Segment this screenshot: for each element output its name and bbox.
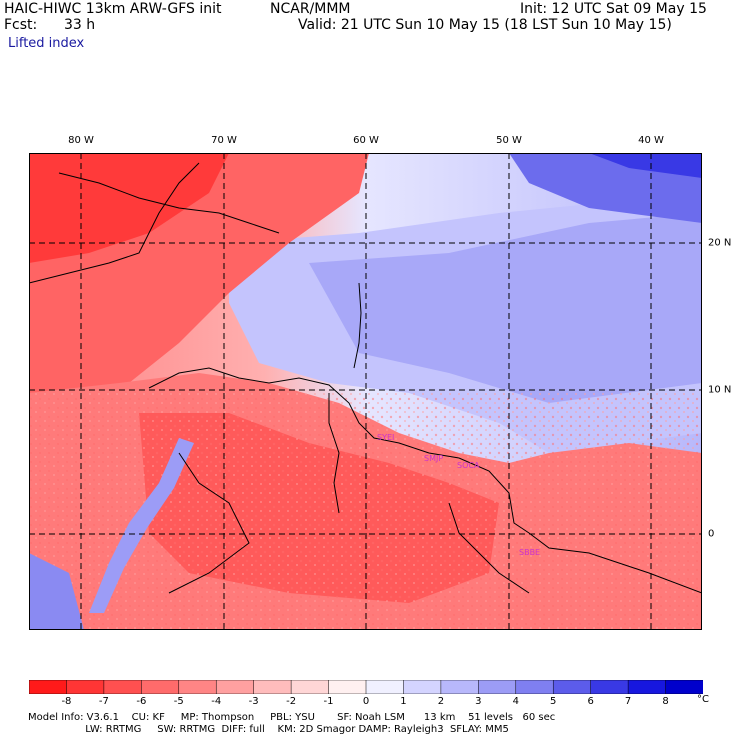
color-bar-swatch: [403, 680, 442, 694]
color-bar-swatch: [478, 680, 517, 694]
color-bar-swatch: [290, 680, 330, 694]
color-bar-label: 2: [437, 696, 445, 707]
color-bar-swatch: [665, 680, 703, 694]
lon-label-80w: 80 W: [68, 135, 94, 146]
color-bar-swatch: [141, 680, 180, 694]
coastlines: [29, 162, 702, 594]
color-bar-label: -8: [61, 696, 72, 707]
color-bar-label: 6: [587, 696, 594, 707]
station-label-smjp: SMJP: [424, 454, 443, 463]
lat-label-20n: 20 N: [708, 237, 732, 249]
color-bar-swatch: [515, 680, 554, 694]
model-info-line1: Model Info: V3.6.1 CU: KF MP: Thompson P…: [28, 712, 556, 723]
color-bar-swatch: [178, 680, 217, 694]
model-info-line2: LW: RRTMG SW: RRTMG DIFF: full KM: 2D Sm…: [28, 724, 509, 735]
color-bar-swatch: [253, 680, 292, 694]
color-bar-label: 3: [475, 696, 482, 707]
lat-label-10n: 10 N: [708, 384, 732, 396]
station-label-syei: SYEI: [377, 433, 394, 442]
color-bar-swatch: [66, 680, 105, 694]
init-time: Init: 12 UTC Sat 09 May 15: [520, 1, 707, 17]
forecast-hour: 33 h: [64, 17, 96, 33]
color-bar-label: 1: [400, 696, 407, 707]
color-bar-label: 4: [512, 696, 519, 707]
color-bar-label: -2: [286, 696, 297, 707]
color-bar-swatch: [627, 680, 667, 694]
color-bar-unit: °C: [697, 694, 709, 705]
org-label: NCAR/MMM: [270, 1, 351, 17]
color-bar-swatch: [590, 680, 629, 694]
lat-lon-grid: [29, 153, 702, 630]
color-bar-label: -6: [136, 696, 147, 707]
color-bar: [29, 680, 703, 694]
lifted-index-map: SYEI SMJP SOCA SBBE: [29, 153, 702, 630]
color-bar-swatch: [328, 680, 367, 694]
color-bar-label: 5: [550, 696, 557, 707]
andes-stable-streak: [89, 438, 194, 613]
station-label-soca: SOCA: [457, 461, 480, 470]
station-label-sbbe: SBBE: [519, 548, 540, 557]
color-bar-label: -1: [323, 696, 334, 707]
color-bar-label: 7: [624, 696, 632, 707]
forecast-label: Fcst:: [4, 17, 38, 33]
color-bar-swatch: [215, 680, 255, 694]
very-unstable-region: [29, 153, 229, 263]
model-title: HAIC-HIWC 13km ARW-GFS init: [4, 1, 222, 17]
color-bar-label: -5: [173, 696, 184, 707]
color-bar-label: -4: [211, 696, 222, 707]
lon-label-60w: 60 W: [353, 135, 379, 146]
color-bar-label: -7: [98, 696, 109, 707]
valid-time: Valid: 21 UTC Sun 10 May 15 (18 LST Sun …: [298, 17, 672, 33]
very-stable-region: [309, 213, 702, 403]
color-bar-label: 8: [662, 696, 669, 707]
field-name: Lifted index: [8, 36, 85, 51]
lon-label-70w: 70 W: [211, 135, 237, 146]
color-bar-swatch: [440, 680, 480, 694]
color-bar-swatch: [29, 680, 68, 694]
color-bar-swatch: [103, 680, 143, 694]
lat-label-0: 0: [708, 528, 715, 540]
lon-label-50w: 50 W: [496, 135, 522, 146]
color-bar-label: 0: [362, 696, 370, 707]
pacific-stable-region: [29, 553, 84, 630]
color-bar-label: -3: [248, 696, 259, 707]
color-bar-swatch: [552, 680, 592, 694]
lon-label-40w: 40 W: [638, 135, 664, 146]
map-frame: [29, 153, 702, 630]
color-bar-swatch: [365, 680, 405, 694]
